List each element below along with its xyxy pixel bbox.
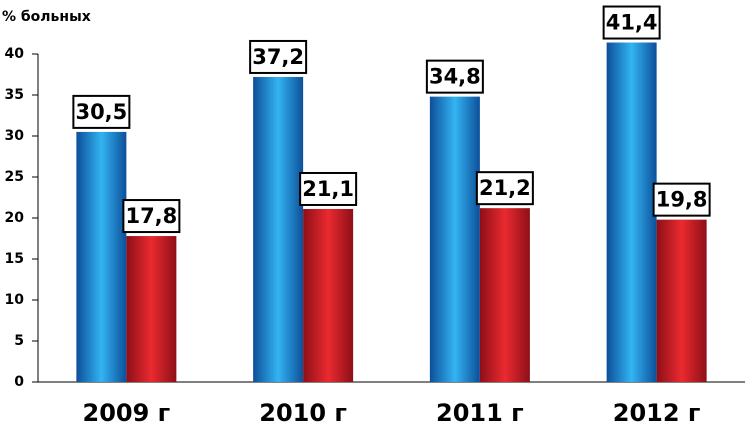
y-tick-label: 40 — [5, 46, 25, 62]
y-tick-label: 5 — [14, 333, 24, 349]
bar — [126, 236, 177, 382]
bar — [303, 208, 354, 382]
value-label-box — [425, 59, 484, 94]
value-label: 37,2 — [252, 45, 304, 69]
value-label: 34,8 — [429, 65, 481, 89]
value-label: 41,4 — [606, 11, 658, 35]
value-label: 17,8 — [125, 204, 177, 228]
y-tick-label: 30 — [5, 128, 25, 144]
y-tick-label: 15 — [5, 251, 24, 267]
bar — [479, 208, 530, 382]
bar — [656, 219, 707, 382]
bar — [253, 76, 304, 383]
value-label: 21,1 — [302, 177, 354, 201]
value-label-box — [652, 182, 711, 217]
x-tick-label: 2011 г — [436, 399, 524, 427]
value-label-box — [122, 199, 181, 234]
value-label-box — [299, 171, 358, 206]
y-tick-label: 20 — [5, 210, 25, 226]
bar — [429, 96, 480, 382]
x-tick-label: 2009 г — [83, 399, 171, 427]
value-label: 19,8 — [656, 188, 708, 212]
y-tick-label: 0 — [14, 374, 24, 390]
y-tick-label: 10 — [5, 292, 25, 308]
y-tick-label: 25 — [5, 169, 24, 185]
x-tick-label: 2012 г — [613, 399, 701, 427]
value-label: 21,2 — [479, 176, 531, 200]
bar — [606, 42, 657, 383]
value-label-box — [72, 94, 131, 129]
bar — [76, 131, 127, 382]
y-axis-label: % больных — [2, 9, 91, 25]
y-tick-label: 35 — [5, 87, 24, 103]
value-label-box — [475, 171, 534, 206]
value-label: 30,5 — [75, 100, 127, 124]
value-label-box — [249, 39, 308, 74]
x-tick-label: 2010 г — [259, 399, 347, 427]
value-label-box — [602, 5, 661, 40]
